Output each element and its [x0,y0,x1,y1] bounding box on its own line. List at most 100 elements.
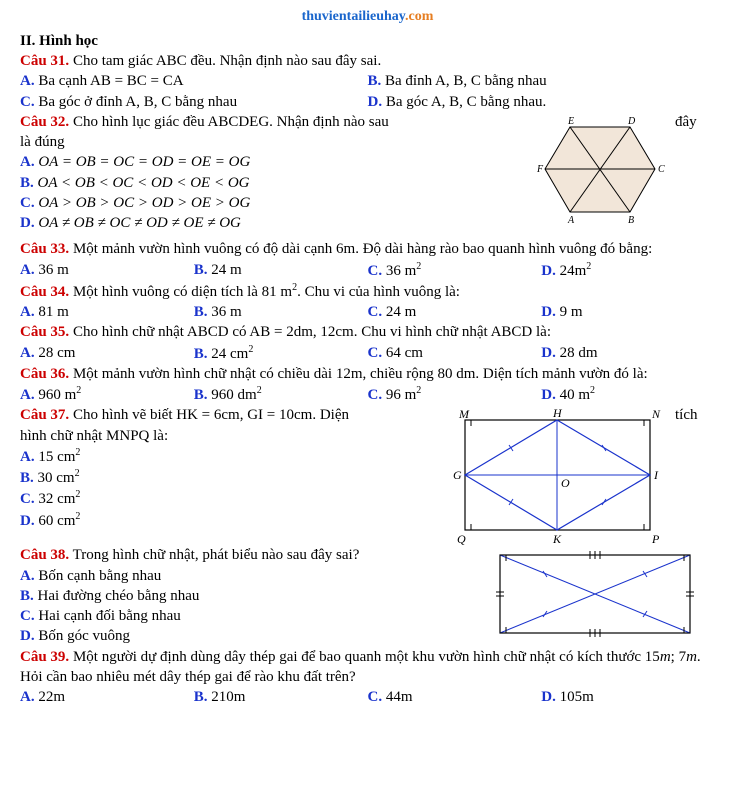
q31-C: Ba góc ở đỉnh A, B, C bằng nhau [35,94,238,110]
svg-text:N: N [651,407,661,421]
q32-text-r: đây [675,112,715,234]
q31-label: Câu 31. [20,53,69,69]
q37-A-label: A. [20,449,35,465]
q31-A-label: A. [20,73,35,89]
svg-text:F: F [536,164,544,175]
q35: Câu 35. Cho hình chữ nhật ABCD có AB = 2… [20,322,715,364]
q34-text: Một hình vuông có diện tích là 81 m2. Ch… [69,284,460,300]
q34-B: 36 m [208,304,242,320]
q38-B: Hai đường chéo bằng nhau [34,588,200,604]
q39-C: 44m [382,689,412,705]
svg-text:A: A [567,215,575,226]
q34-C: 24 m [382,304,416,320]
q31-D-label: D. [368,94,383,110]
svg-text:Q: Q [457,532,466,545]
q35-label: Câu 35. [20,324,69,340]
q37-C-label: C. [20,491,35,507]
q39-B: 210m [208,689,246,705]
q39-A: 22m [35,689,65,705]
q32-D: OA ≠ OB ≠ OC ≠ OD ≠ OE ≠ OG [38,215,241,231]
svg-text:G: G [453,468,462,482]
q38-D-label: D. [20,628,35,644]
q31-A: Ba cạnh AB = BC = CA [35,73,184,89]
header-blue: thuvientailieuhay [302,9,405,24]
q33-B-label: B. [194,262,208,278]
svg-text:I: I [653,468,659,482]
page-header: thuvientailieuhay.com [20,8,715,27]
q37-figure: M H N G O I Q K P [445,405,670,545]
q38-label: Câu 38. [20,547,69,563]
q31-text: Cho tam giác ABC đều. Nhận định nào sau … [69,53,381,69]
q33-C: 36 m2 [382,263,421,279]
q32-text2: là đúng [20,132,535,152]
q38-B-label: B. [20,588,34,604]
q35-A: 28 cm [35,345,76,361]
q36-text: Một mảnh vườn hình chữ nhật có chiều dài… [69,366,647,382]
svg-text:D: D [627,116,636,127]
q32: Câu 32. Cho hình lục giác đều ABCDEG. Nh… [20,112,715,234]
q37-text-r: tích [675,405,715,545]
q37: Câu 37. Cho hình vẽ biết HK = 6cm, GI = … [20,405,715,545]
svg-text:C: C [658,164,665,175]
q34: Câu 34. Một hình vuông có diện tích là 8… [20,281,715,323]
q36-B: 960 dm2 [208,387,262,403]
q36-D-label: D. [541,387,556,403]
q33-B: 24 m [208,262,242,278]
q36-D: 40 m2 [556,387,595,403]
q37-D: 60 cm2 [35,513,81,529]
q37-text2: hình chữ nhật MNPQ là: [20,426,445,446]
q38-text: Trong hình chữ nhật, phát biểu nào sau đ… [69,547,359,563]
q36-C: 96 m2 [382,387,421,403]
q34-A: 81 m [35,304,69,320]
q36-A: 960 m2 [35,387,82,403]
header-orange: .com [405,9,433,24]
q36-C-label: C. [368,387,383,403]
q35-B-label: B. [194,346,208,362]
q34-D: 9 m [556,304,583,320]
q34-D-label: D. [541,304,556,320]
q37-text-l: Cho hình vẽ biết HK = 6cm, GI = 10cm. Di… [69,407,349,423]
q33-C-label: C. [368,263,383,279]
q36-B-label: B. [194,387,208,403]
q31-C-label: C. [20,94,35,110]
q34-label: Câu 34. [20,284,69,300]
q36-A-label: A. [20,387,35,403]
q33-A: 36 m [35,262,69,278]
q35-C-label: C. [368,345,383,361]
q37-B-label: B. [20,470,34,486]
q39: Câu 39. Một người dự định dùng dây thép … [20,647,715,708]
q35-D: 28 dm [556,345,598,361]
q39-D: 105m [556,689,594,705]
q31: Câu 31. Cho tam giác ABC đều. Nhận định … [20,51,715,112]
svg-text:O: O [561,476,570,490]
q38-C: Hai cạnh đối bằng nhau [35,608,181,624]
q32-B: OA < OB < OC < OD < OE < OG [38,175,250,191]
q35-B: 24 cm2 [208,346,254,362]
q31-D: Ba góc A, B, C bằng nhau. [382,94,546,110]
q39-label: Câu 39. [20,649,69,665]
svg-text:H: H [552,406,563,420]
section-title: II. Hình học [20,31,715,51]
svg-text:K: K [552,532,562,545]
svg-text:B: B [628,215,634,226]
q38-A: Bốn cạnh bằng nhau [35,568,162,584]
svg-text:P: P [651,532,660,545]
q32-A: OA = OB = OC = OD = OE = OG [38,154,250,170]
q35-text: Cho hình chữ nhật ABCD có AB = 2dm, 12cm… [69,324,551,340]
q35-A-label: A. [20,345,35,361]
q33-label: Câu 33. [20,241,69,257]
q38-C-label: C. [20,608,35,624]
q39-C-label: C. [368,689,383,705]
q33-D: 24m2 [556,263,591,279]
svg-text:M: M [458,407,470,421]
q39-A-label: A. [20,689,35,705]
q37-label: Câu 37. [20,407,69,423]
q33-text: Một mảnh vườn hình vuông có độ dài cạnh … [69,241,652,257]
q31-B: Ba đỉnh A, B, C bằng nhau [381,73,546,89]
q38: Câu 38. Trong hình chữ nhật, phát biểu n… [20,545,715,646]
q32-C-label: C. [20,195,35,211]
q32-D-label: D. [20,215,35,231]
q32-C: OA > OB > OC > OD > OE > OG [38,195,250,211]
svg-text:E: E [567,116,574,127]
q38-D: Bốn góc vuông [35,628,130,644]
